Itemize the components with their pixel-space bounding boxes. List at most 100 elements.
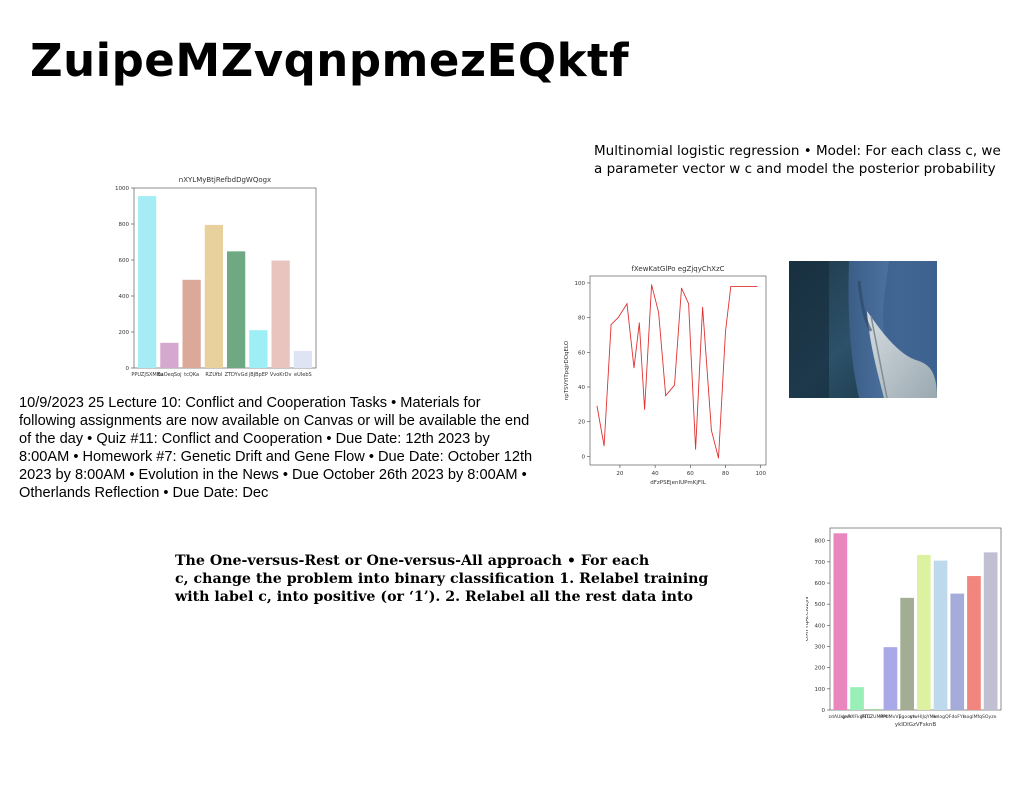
x-tick-label: HPdMvVE bbox=[880, 714, 902, 720]
y-tick-label: 0 bbox=[126, 366, 130, 372]
x-tick-label: lsoglMfqS bbox=[963, 714, 985, 720]
x-tick-label: mwHlJqYMkr bbox=[910, 714, 939, 720]
plot-frame bbox=[589, 275, 767, 466]
data-point bbox=[688, 303, 689, 305]
bar-chart-top-left: nXYLMyBtjRefbdDgWQogx 0 200 400 600 800 1000 PP… bbox=[110, 172, 332, 382]
x-tick-label: 40 bbox=[652, 471, 659, 477]
text-block-lecture-tasks: 10/9/2023 25 Lecture 10: Conflict and Co… bbox=[19, 395, 533, 501]
data-point bbox=[633, 367, 635, 369]
y-tick-label: 60 bbox=[578, 350, 585, 356]
y-tick-label: 600 bbox=[815, 581, 826, 587]
data-point bbox=[725, 331, 726, 332]
bar-eUIebS bbox=[293, 350, 312, 368]
data-point bbox=[617, 317, 619, 319]
bar-RZUfbl bbox=[204, 224, 223, 368]
y-tick-label: 40 bbox=[578, 385, 585, 391]
data-point bbox=[730, 286, 732, 287]
bar-chart-top-left-svg: nXYLMyBtjRefbdDgWQogx 0 200 400 600 800 1000 PP… bbox=[115, 176, 317, 378]
x-tick-label: VvoKrDv bbox=[270, 372, 292, 378]
x-tick-label: Oyze bbox=[985, 714, 997, 720]
x-tick-label: gnAXFkgNTC bbox=[842, 714, 872, 720]
text-line: with label c, into positive (or ‘1’). 2.… bbox=[175, 589, 693, 605]
bar-lsoglMfqS bbox=[967, 576, 981, 710]
y-tick-label: 200 bbox=[815, 666, 826, 672]
slide-title: ZuipeMZvqnpmezEQktf bbox=[30, 34, 630, 87]
data-point bbox=[711, 429, 712, 431]
y-axis-label: npTSVYITpqjrDOqELO bbox=[564, 340, 570, 400]
data-point bbox=[756, 286, 758, 287]
y-tick-label: 80 bbox=[578, 316, 585, 322]
bar-VvoKrDv bbox=[271, 260, 290, 368]
y-tick-label: 600 bbox=[119, 258, 130, 264]
text-line: c, change the problem into binary classi… bbox=[175, 571, 709, 587]
x-tick-label: FdoFYn bbox=[949, 714, 966, 720]
x-tick-label: pgooyh bbox=[899, 714, 916, 720]
x-tick-label: enlogQ bbox=[932, 714, 949, 720]
data-point bbox=[665, 395, 667, 397]
y-tick-label: 20 bbox=[578, 420, 585, 426]
bar-PPUZJSXMKu bbox=[138, 196, 157, 368]
plot-frame bbox=[133, 187, 317, 369]
text-block-logistic-regression: Multinomial logistic regression • Model:… bbox=[594, 142, 1024, 178]
y-tick-label: 1000 bbox=[115, 186, 129, 192]
bar-chart-bottom-right: 0 100 200 300 400 500 600 700 800 zdAUkjeAr gnAXFk… bbox=[806, 520, 1006, 750]
text-block-one-vs-rest: The One-versus-Rest or One-versus-All ap… bbox=[175, 552, 775, 606]
bar-mwHlJqYMkr bbox=[917, 554, 931, 710]
y-tick-label: 0 bbox=[582, 454, 586, 460]
data-point bbox=[674, 384, 675, 386]
data-point bbox=[695, 448, 696, 450]
x-tick-label: 60 bbox=[687, 471, 694, 477]
text-line: The One-versus-Rest or One-versus-All ap… bbox=[175, 553, 650, 569]
bar-pgooyh bbox=[900, 597, 914, 710]
y-tick-label: 500 bbox=[815, 602, 826, 608]
x-tick-label: jBJBpEP bbox=[248, 372, 268, 378]
line-chart: fXewKatGlPo egZjqyChXzC 0 20 40 60 80 100 20 40 6… bbox=[562, 262, 770, 488]
x-axis-label: dFzPSEjenIUPmKjFIL bbox=[650, 480, 706, 486]
photo-image bbox=[789, 261, 937, 398]
x-tick-label: 100 bbox=[755, 471, 766, 477]
data-point bbox=[596, 405, 598, 407]
bar-ZTDYvGd bbox=[227, 251, 246, 368]
photo-person-in-dress bbox=[789, 261, 937, 398]
y-tick-label: 800 bbox=[815, 539, 826, 545]
x-tick-label: tcQKa bbox=[184, 372, 199, 378]
data-point bbox=[681, 287, 682, 289]
y-tick-label: 300 bbox=[815, 645, 826, 651]
plot-frame bbox=[829, 527, 1002, 711]
data-point bbox=[718, 457, 719, 459]
bar-IFTCZUMPM bbox=[866, 708, 881, 710]
x-tick-label: 80 bbox=[722, 471, 729, 477]
x-tick-label: ZTDYvGd bbox=[225, 372, 248, 378]
x-tick-label: IFTCZUMPM bbox=[860, 714, 887, 720]
line-chart-svg: fXewKatGlPo egZjqyChXzC 0 20 40 60 80 100 20 40 6… bbox=[564, 265, 767, 486]
data-point bbox=[638, 322, 640, 324]
y-tick-label: 800 bbox=[119, 222, 130, 228]
data-point bbox=[626, 303, 628, 305]
y-tick-label: 100 bbox=[815, 687, 826, 693]
y-tick-label: 700 bbox=[815, 560, 826, 566]
x-tick-label: BaOeqSoj bbox=[157, 372, 181, 378]
x-tick-label: RZUfbl bbox=[205, 372, 222, 378]
y-tick-label: 400 bbox=[815, 623, 826, 629]
bar-HPdMvVE bbox=[883, 647, 898, 710]
text-line: Multinomial logistic regression • Model:… bbox=[594, 143, 1001, 159]
bar-Oyze bbox=[983, 552, 998, 710]
x-tick-label: zdAUkjeAr bbox=[829, 714, 853, 720]
data-point bbox=[740, 286, 742, 287]
bar-FdoFYn bbox=[950, 593, 965, 710]
bar-jBJBpEP bbox=[249, 330, 268, 368]
y-tick-label: 0 bbox=[822, 708, 826, 714]
y-tick-label: 400 bbox=[119, 294, 130, 300]
bar-tcQKa bbox=[182, 279, 201, 368]
data-point bbox=[748, 286, 749, 287]
data-point bbox=[651, 284, 652, 286]
data-point bbox=[603, 445, 605, 447]
data-point bbox=[644, 409, 645, 410]
y-tick-label: 200 bbox=[119, 330, 130, 336]
x-tick-label: eUIebS bbox=[294, 372, 312, 378]
x-axis-label: ykIDIGzVFsknB bbox=[895, 722, 937, 728]
bar-zdAUkjeAr bbox=[833, 533, 848, 710]
bar-gnAXFkgNTC bbox=[850, 687, 864, 710]
data-point bbox=[610, 324, 612, 325]
chart-title: nXYLMyBtjRefbdDgWQogx bbox=[179, 176, 271, 184]
